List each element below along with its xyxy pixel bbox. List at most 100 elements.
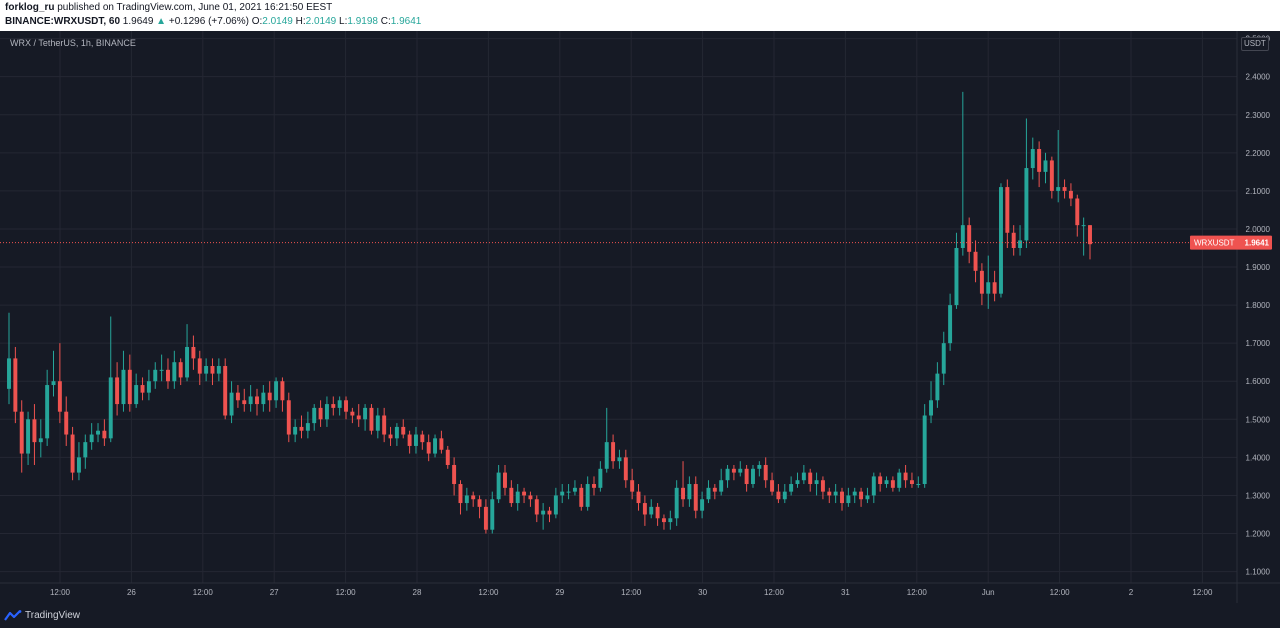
candle-body xyxy=(242,400,247,405)
candle-body xyxy=(102,430,107,439)
x-tick-label: 12:00 xyxy=(193,588,214,597)
low-label: L: xyxy=(339,16,348,27)
candle-body xyxy=(592,484,596,488)
candle-body xyxy=(712,487,717,492)
candle-body xyxy=(986,282,991,294)
candle-body xyxy=(363,407,368,420)
candle-body xyxy=(547,510,552,515)
candle-body xyxy=(884,480,889,485)
x-tick-label: 30 xyxy=(698,588,707,597)
candle-body xyxy=(604,442,609,469)
x-tick-label: 26 xyxy=(127,588,136,597)
open-value: 2.0149 xyxy=(262,16,293,27)
pane-title: WRX / TetherUS, 1h, BINANCE xyxy=(10,38,136,48)
candle-body xyxy=(852,491,857,496)
candle-body xyxy=(413,434,418,446)
y-tick-label: 1.9000 xyxy=(1246,263,1271,272)
candle-body xyxy=(70,434,75,473)
candle-body xyxy=(999,187,1003,294)
candle-body xyxy=(992,282,997,294)
publish-date: published on TradingView.com, June 01, 2… xyxy=(57,2,333,13)
chart-area[interactable]: 2.50002.40002.30002.20002.10002.00001.90… xyxy=(0,31,1280,603)
candle-body xyxy=(121,369,126,405)
x-tick-label: 12:00 xyxy=(1050,588,1071,597)
tradingview-logo-text: TradingView xyxy=(25,609,81,621)
candle-body xyxy=(776,491,781,500)
x-tick-label: 27 xyxy=(270,588,279,597)
candle-body xyxy=(1005,187,1010,233)
x-tick-label: 12:00 xyxy=(907,588,928,597)
candle-body xyxy=(954,247,959,306)
price-change: +0.1296 (+7.06%) xyxy=(168,16,249,27)
y-tick-label: 1.1000 xyxy=(1246,568,1271,577)
candle-body xyxy=(210,366,215,374)
candle-body xyxy=(267,392,272,401)
candle-body xyxy=(127,369,132,405)
x-tick-label: 12:00 xyxy=(478,588,499,597)
x-tick-label: 12:00 xyxy=(621,588,642,597)
candle-body xyxy=(255,396,259,405)
candle-body xyxy=(185,346,190,378)
candle-body xyxy=(878,476,883,485)
last-price-symbol: WRXUSDT xyxy=(1194,239,1235,248)
y-tick-label: 1.7000 xyxy=(1246,339,1271,348)
candle-body xyxy=(719,480,724,492)
candle-body xyxy=(903,472,908,481)
candle-body xyxy=(840,491,844,504)
candle-body xyxy=(261,392,266,405)
candle-body xyxy=(687,484,692,500)
candle-body xyxy=(1088,225,1092,245)
candlestick-chart[interactable]: 2.50002.40002.30002.20002.10002.00001.90… xyxy=(0,31,1280,603)
candle-body xyxy=(1068,190,1073,199)
candle-body xyxy=(312,407,317,424)
candle-body xyxy=(681,487,686,500)
candle-body xyxy=(420,434,425,443)
candle-body xyxy=(503,472,507,488)
candle-body xyxy=(64,411,69,435)
candle-body xyxy=(13,358,18,412)
candle-body xyxy=(967,225,972,252)
candle-body xyxy=(318,407,323,420)
high-label: H: xyxy=(295,16,306,27)
candle-body xyxy=(178,362,183,378)
candle-body xyxy=(929,400,934,416)
candle-body xyxy=(1075,198,1080,226)
candle-body xyxy=(522,491,527,496)
candle-body xyxy=(846,495,851,504)
y-tick-label: 2.4000 xyxy=(1246,73,1271,82)
candle-body xyxy=(57,381,62,412)
candle-body xyxy=(808,472,813,485)
candle-body xyxy=(897,472,902,488)
currency-unit-button[interactable]: USDT xyxy=(1241,37,1269,51)
candle-body xyxy=(795,480,800,485)
x-tick-label: 31 xyxy=(841,588,850,597)
candle-body xyxy=(948,305,953,344)
candle-body xyxy=(706,487,711,500)
tradingview-logo[interactable]: TradingView xyxy=(4,608,80,622)
candle-body xyxy=(324,404,329,420)
last-price: 1.9649 xyxy=(122,16,154,27)
footer: TradingView xyxy=(0,603,1280,628)
candle-body xyxy=(668,518,673,523)
candle-body xyxy=(661,518,666,523)
close-value: 1.9641 xyxy=(390,16,422,27)
candle-body xyxy=(1030,149,1035,169)
candle-body xyxy=(642,503,647,515)
author-name[interactable]: forklog_ru xyxy=(5,2,55,13)
candle-body xyxy=(770,480,775,492)
candle-body xyxy=(751,468,755,485)
ohlc-legend: BINANCE:WRXUSDT, 60 1.9649 ▲ +0.1296 (+7… xyxy=(5,16,421,28)
candle-body xyxy=(45,385,50,439)
candle-body xyxy=(541,510,546,515)
candle-body xyxy=(534,499,539,515)
low-value: 1.9198 xyxy=(347,16,378,27)
candle-body xyxy=(509,487,514,504)
candle-body xyxy=(725,468,730,481)
candle-body xyxy=(229,392,234,416)
candle-body xyxy=(560,491,565,496)
candle-body xyxy=(630,480,635,492)
candle-body xyxy=(1011,232,1016,248)
candle-body xyxy=(426,442,431,454)
y-tick-label: 1.3000 xyxy=(1246,491,1271,500)
candle-body xyxy=(76,457,81,473)
